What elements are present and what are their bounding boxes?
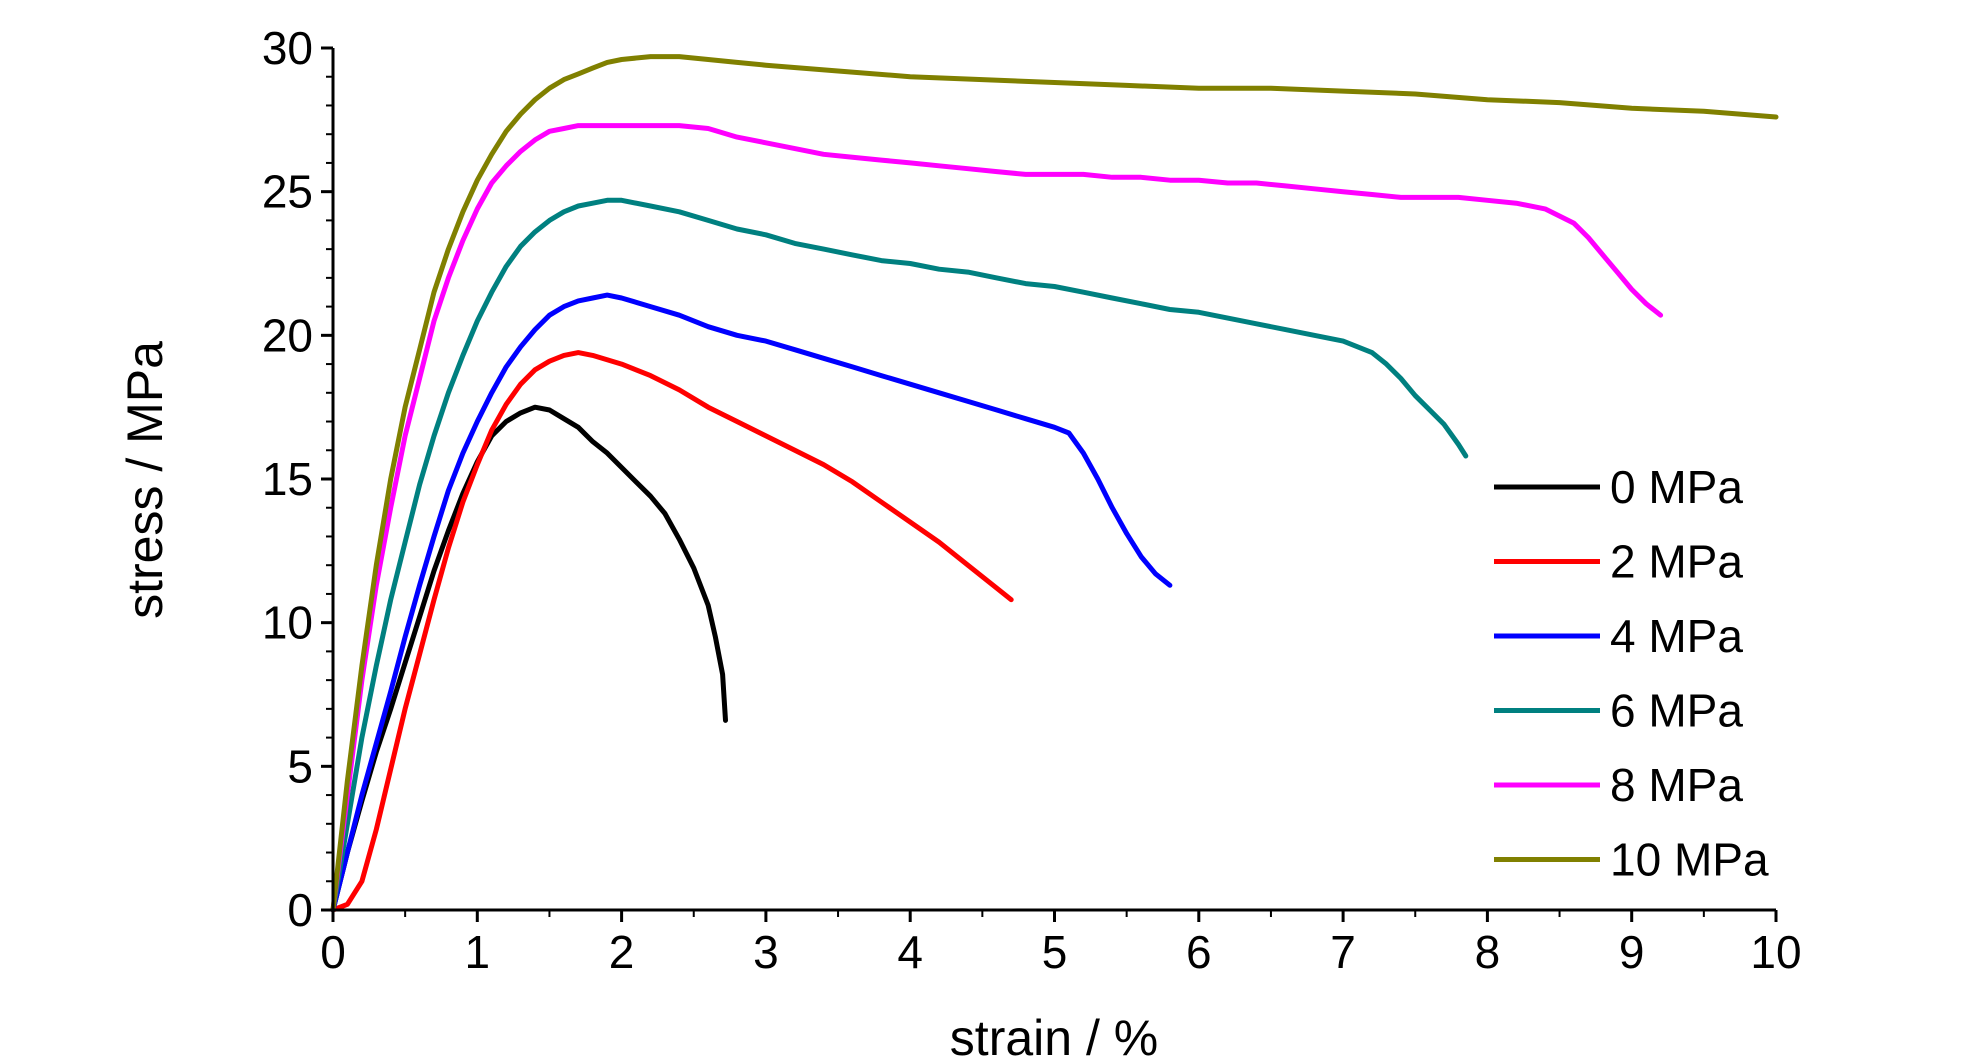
y-tick-label: 0 — [287, 884, 313, 936]
legend-label: 10 MPa — [1610, 834, 1769, 886]
series-line — [330, 123, 1664, 913]
x-tick-label: 1 — [465, 926, 491, 978]
legend-label: 4 MPa — [1610, 610, 1743, 662]
x-tick-label: 0 — [320, 926, 346, 978]
y-tick-label: 15 — [262, 453, 313, 505]
y-tick-label: 10 — [262, 597, 313, 649]
x-tick-label: 4 — [897, 926, 923, 978]
y-tick-label: 25 — [262, 166, 313, 218]
series-line — [330, 404, 728, 913]
x-tick-label: 5 — [1042, 926, 1068, 978]
series-layer — [330, 54, 1779, 913]
series-line — [330, 197, 1469, 913]
x-tick-label: 6 — [1186, 926, 1212, 978]
legend-label: 6 MPa — [1610, 685, 1743, 737]
axes — [331, 48, 1776, 912]
legend: 0 MPa 2 MPa 4 MPa 6 MPa 8 MPa 10 MPa — [1494, 461, 1769, 886]
legend-label: 2 MPa — [1610, 536, 1743, 588]
y-tick-label: 5 — [287, 740, 313, 792]
y-tick-label: 20 — [262, 309, 313, 361]
x-tick-label: 7 — [1330, 926, 1356, 978]
series-line — [330, 54, 1779, 913]
y-tick-label: 30 — [262, 22, 313, 74]
x-tick-label: 9 — [1619, 926, 1645, 978]
y-axis-title: stress / MPa — [117, 341, 173, 619]
ticks: 0 1 2 3 4 5 6 7 8 9 10 0 5 10 15 20 25 30 — [262, 22, 1802, 978]
legend-label: 0 MPa — [1610, 461, 1743, 513]
x-tick-label: 10 — [1750, 926, 1801, 978]
legend-label: 8 MPa — [1610, 759, 1743, 811]
x-tick-label: 8 — [1475, 926, 1501, 978]
x-axis-title: strain / % — [950, 1010, 1158, 1063]
series-line — [330, 350, 1014, 913]
x-tick-label: 2 — [609, 926, 635, 978]
x-tick-label: 3 — [753, 926, 779, 978]
series-line — [330, 292, 1173, 913]
